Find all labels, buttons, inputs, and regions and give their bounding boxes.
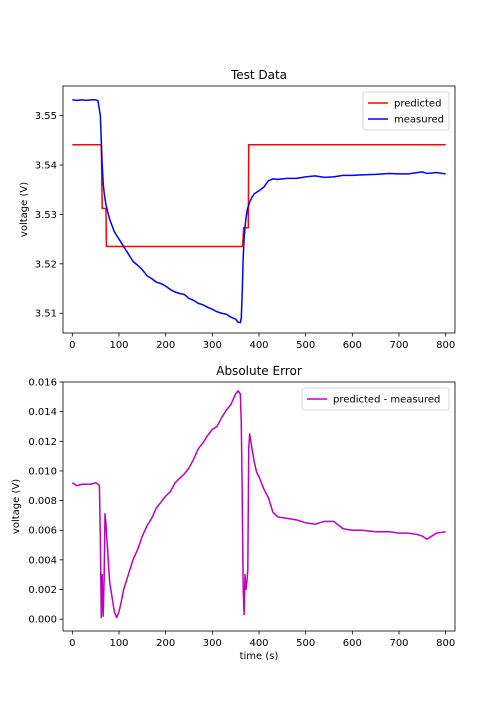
x-ticks-absolute-error: 0 100 200 300 400 500 600 700 800 bbox=[69, 631, 455, 649]
y-tick-label: 3.55 bbox=[35, 111, 57, 122]
x-tick-label: 700 bbox=[389, 340, 408, 351]
chart-title-absolute-error: Absolute Error bbox=[216, 364, 302, 378]
y-tick-label: 0.002 bbox=[28, 585, 57, 596]
series-line-measured bbox=[72, 99, 446, 324]
legend-box bbox=[362, 91, 450, 131]
x-tick-label: 0 bbox=[69, 340, 75, 351]
x-tick-label: 600 bbox=[343, 340, 362, 351]
chart-title-test-data: Test Data bbox=[230, 68, 287, 82]
series-line-predicted bbox=[72, 144, 446, 248]
x-tick-label: 300 bbox=[203, 340, 222, 351]
x-tick-label: 0 bbox=[69, 638, 75, 649]
series-lines-absolute-error bbox=[71, 390, 446, 619]
y-tick-label: 0.008 bbox=[28, 496, 57, 507]
legend-box bbox=[301, 387, 450, 411]
legend-absolute-error: predicted - measured bbox=[301, 387, 450, 411]
y-ticks-test-data: 3.51 3.52 3.53 3.54 3.55 bbox=[35, 111, 63, 320]
x-tick-label: 400 bbox=[249, 340, 268, 351]
y-axis-label-test-data: voltage (V) bbox=[19, 182, 30, 237]
y-tick-label: 3.53 bbox=[35, 210, 57, 221]
x-tick-label: 500 bbox=[296, 638, 315, 649]
legend-label: predicted - measured bbox=[333, 395, 440, 406]
legend-test-data: predicted measured bbox=[362, 91, 450, 131]
axes-frame-absolute-error bbox=[62, 381, 456, 632]
y-tick-label: 0.016 bbox=[28, 378, 57, 389]
x-tick-label: 100 bbox=[109, 340, 128, 351]
y-tick-label: 0.000 bbox=[28, 615, 57, 626]
y-tick-label: 3.54 bbox=[35, 161, 57, 172]
x-tick-label: 800 bbox=[436, 340, 455, 351]
series-lines-test-data bbox=[72, 99, 446, 324]
x-axis-label-absolute-error: time (s) bbox=[240, 651, 279, 662]
x-tick-label: 800 bbox=[436, 638, 455, 649]
y-tick-label: 0.012 bbox=[28, 437, 57, 448]
chart-test-data: Test Data voltage (V) 0 100 200 300 400 500 60… bbox=[19, 68, 456, 351]
legend-label: measured bbox=[394, 115, 444, 126]
legend-label: predicted bbox=[394, 99, 441, 110]
x-tick-label: 400 bbox=[249, 638, 268, 649]
chart-absolute-error: Absolute Error voltage (V) time (s) 0 100… bbox=[11, 364, 456, 662]
y-tick-label: 0.014 bbox=[28, 407, 57, 418]
x-tick-label: 600 bbox=[343, 638, 362, 649]
y-tick-label: 0.004 bbox=[28, 555, 57, 566]
y-ticks-absolute-error: 0.000 0.002 0.004 0.006 0.008 0.010 0.012 0.014… bbox=[28, 378, 63, 626]
x-tick-label: 300 bbox=[203, 638, 222, 649]
x-tick-label: 100 bbox=[109, 638, 128, 649]
y-tick-label: 0.006 bbox=[28, 526, 57, 537]
y-tick-label: 3.51 bbox=[35, 309, 57, 320]
x-tick-label: 200 bbox=[156, 638, 175, 649]
y-axis-label-absolute-error: voltage (V) bbox=[11, 479, 22, 534]
series-line-predicted-measured bbox=[71, 390, 446, 619]
x-tick-label: 700 bbox=[389, 638, 408, 649]
y-tick-label: 0.010 bbox=[28, 466, 57, 477]
x-tick-label: 200 bbox=[156, 340, 175, 351]
x-ticks-test-data: 0 100 200 300 400 500 600 700 800 bbox=[69, 333, 455, 351]
x-tick-label: 500 bbox=[296, 340, 315, 351]
y-tick-label: 3.52 bbox=[35, 259, 57, 270]
